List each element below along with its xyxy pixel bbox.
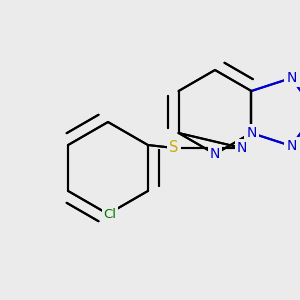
Text: S: S bbox=[169, 140, 179, 155]
Text: Cl: Cl bbox=[103, 208, 116, 220]
Text: N: N bbox=[237, 141, 247, 155]
Text: N: N bbox=[210, 147, 220, 161]
Text: N: N bbox=[286, 139, 296, 153]
Text: N: N bbox=[246, 126, 256, 140]
Text: H: H bbox=[246, 133, 254, 143]
Text: N: N bbox=[246, 126, 256, 140]
Text: N: N bbox=[286, 71, 296, 85]
Text: N: N bbox=[286, 139, 296, 153]
Text: N: N bbox=[210, 147, 220, 161]
Text: N: N bbox=[237, 141, 247, 155]
Text: N: N bbox=[286, 71, 296, 85]
Text: Cl: Cl bbox=[103, 208, 116, 220]
Text: S: S bbox=[169, 140, 179, 155]
Text: H: H bbox=[246, 133, 254, 143]
